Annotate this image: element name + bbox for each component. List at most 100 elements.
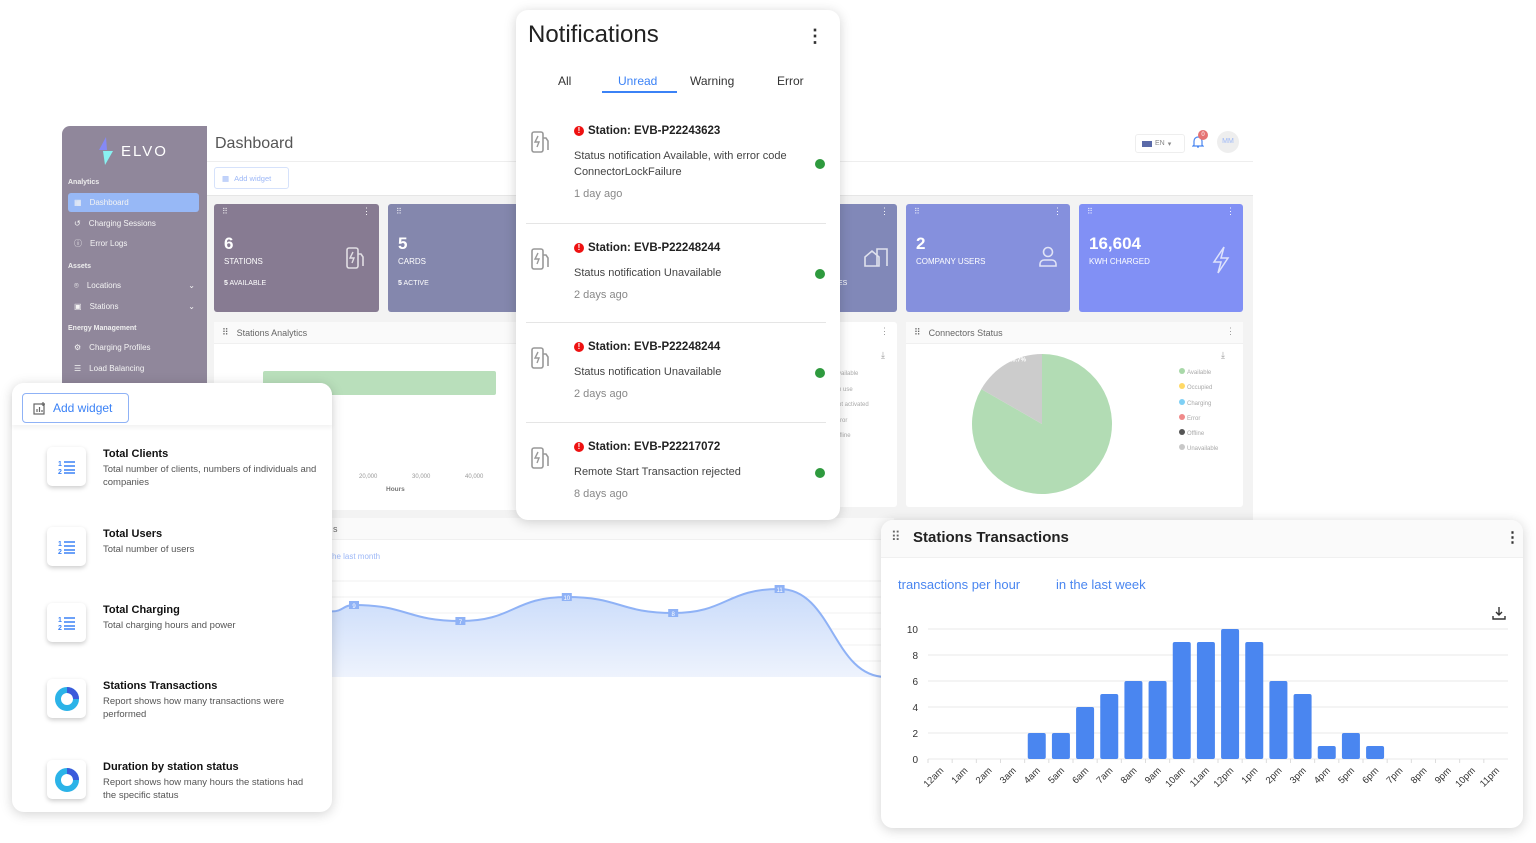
stat-card-kwh-charged[interactable]: ⠿ ⋮ 16,604 KWH CHARGED bbox=[1079, 204, 1243, 312]
drag-handle-icon[interactable]: ⠿ bbox=[1087, 207, 1093, 216]
legend-item[interactable]: Error bbox=[1179, 412, 1218, 427]
filter-period-type[interactable]: transactions per hour bbox=[898, 577, 1021, 592]
data-point bbox=[455, 617, 466, 625]
tab-error[interactable]: Error bbox=[777, 74, 804, 88]
widget-header: ⠿ Connectors Status bbox=[906, 322, 1243, 344]
drag-handle-icon[interactable]: ⠿ bbox=[222, 327, 229, 337]
area-chart: 9 7 10 8 11 bbox=[331, 580, 894, 678]
legend-item[interactable]: Charging bbox=[1179, 397, 1218, 412]
alert-circle-icon: ⓘ bbox=[74, 239, 82, 248]
x-tick-label: 9am bbox=[1143, 765, 1164, 786]
tab-all[interactable]: All bbox=[558, 74, 572, 88]
drag-handle-icon[interactable]: ⠿ bbox=[914, 327, 921, 337]
legend-item: ffline bbox=[838, 433, 851, 439]
drag-handle-icon[interactable]: ⠿ bbox=[396, 207, 402, 216]
legend-item: ot activated bbox=[838, 402, 869, 408]
kebab-menu-icon[interactable]: ⋮ bbox=[1505, 529, 1520, 546]
title-text: Station: EVB-P22248244 bbox=[588, 242, 721, 254]
widget-title: Stations Analytics bbox=[236, 327, 308, 338]
kebab-menu-icon[interactable]: ⋮ bbox=[1226, 326, 1235, 336]
notifications-panel: Notifications ⋮ All Unread Warning Error… bbox=[516, 10, 840, 520]
avatar[interactable]: MM bbox=[1217, 131, 1239, 153]
x-tick-label: 9pm bbox=[1433, 765, 1454, 786]
svg-text:1: 1 bbox=[58, 461, 62, 468]
language-select[interactable]: EN ▾ bbox=[1135, 134, 1185, 153]
error-icon: ! bbox=[574, 126, 584, 136]
download-icon[interactable]: ⤓ bbox=[1221, 350, 1225, 360]
ev-station-icon bbox=[531, 447, 549, 469]
bar-11am bbox=[1196, 642, 1215, 759]
sidebar-item-dashboard[interactable]: ▦ Dashboard bbox=[68, 193, 199, 212]
widget-title: Total Charging bbox=[103, 604, 180, 616]
x-tick-label: 1pm bbox=[1240, 765, 1261, 786]
x-tick-label: 7am bbox=[1095, 765, 1116, 786]
legend: vailable n use ot activated rror ffline bbox=[838, 367, 869, 445]
kebab-menu-icon[interactable]: ⋮ bbox=[1053, 206, 1062, 216]
card-sub: 5 AVAILABLE bbox=[224, 280, 266, 287]
kebab-menu-icon[interactable]: ⋮ bbox=[1226, 206, 1235, 216]
bar-5pm bbox=[1341, 733, 1360, 759]
x-tick-label: 4am bbox=[1022, 765, 1043, 786]
card-label: STATIONS bbox=[224, 257, 263, 266]
kebab-menu-icon[interactable]: ⋮ bbox=[362, 206, 371, 216]
card-label: ES bbox=[838, 280, 848, 287]
kebab-menu-icon[interactable]: ⋮ bbox=[806, 26, 824, 46]
legend-item[interactable]: Occupied bbox=[1179, 381, 1218, 396]
sidebar-item-locations[interactable]: ⌾ Locations ⌄ bbox=[68, 276, 199, 295]
notification-item[interactable]: ! Station: EVB-P22243623 Status notificat… bbox=[516, 120, 840, 220]
sidebar-item-load-balancing[interactable]: ☰ Load Balancing bbox=[68, 359, 199, 378]
chevron-down-icon: ▾ bbox=[1167, 140, 1172, 148]
grid-icon: ▦ bbox=[74, 198, 82, 207]
x-tick-label: 2am bbox=[974, 765, 995, 786]
pie-slice-unavailable bbox=[981, 354, 1042, 424]
stat-card-cards[interactable]: ⠿ 5 CARDS 5 ACTIVE bbox=[388, 204, 528, 312]
add-widget-button[interactable]: Add widget bbox=[22, 393, 129, 423]
legend-item[interactable]: Available bbox=[1179, 366, 1218, 381]
unread-dot bbox=[815, 468, 825, 478]
kebab-menu-icon[interactable]: ⋮ bbox=[880, 326, 889, 336]
kebab-menu-icon[interactable]: ⋮ bbox=[880, 206, 889, 216]
sidebar-item-charging-profiles[interactable]: ⚙ Charging Profiles bbox=[68, 338, 199, 357]
sidebar-item-stations[interactable]: ▣ Stations ⌄ bbox=[68, 297, 199, 316]
sidebar-item-error-logs[interactable]: ⓘ Error Logs bbox=[68, 234, 199, 253]
x-tick-label: 5pm bbox=[1336, 765, 1357, 786]
download-icon[interactable] bbox=[1492, 606, 1506, 620]
elvo-logo-icon bbox=[99, 137, 113, 165]
stat-card-partial[interactable]: ⋮ ES bbox=[830, 204, 897, 312]
unread-dot bbox=[815, 269, 825, 279]
label: Locations bbox=[86, 281, 122, 290]
notification-item[interactable]: ! Station: EVB-P22248244 Status notificat… bbox=[516, 237, 840, 337]
title-text: Station: EVB-P22248244 bbox=[588, 341, 721, 353]
section-energy-management: Energy Management bbox=[68, 325, 137, 332]
error-icon: ! bbox=[574, 243, 584, 253]
legend-item[interactable]: Offline bbox=[1179, 427, 1218, 442]
tab-unread[interactable]: Unread bbox=[618, 74, 658, 88]
y-tick-label: 0 bbox=[912, 755, 918, 766]
x-tick: 40,000 bbox=[465, 474, 484, 480]
notification-item[interactable]: ! Station: EVB-P22248244 Status notificat… bbox=[516, 336, 840, 436]
sidebar-item-charging-sessions[interactable]: ↺ Charging Sessions bbox=[68, 214, 199, 233]
notifications-title: Notifications bbox=[528, 21, 659, 48]
panel-header bbox=[12, 383, 332, 425]
notification-title: ! Station: EVB-P22243623 bbox=[574, 125, 720, 137]
tab-warning[interactable]: Warning bbox=[690, 74, 735, 88]
filter-range[interactable]: in the last week bbox=[1056, 577, 1146, 592]
data-point bbox=[561, 593, 572, 601]
x-tick-label: 5am bbox=[1046, 765, 1067, 786]
download-icon[interactable]: ⤓ bbox=[881, 350, 885, 360]
add-widget-label: Add widget bbox=[53, 401, 113, 415]
drag-handle-icon[interactable]: ⠿ bbox=[222, 207, 228, 216]
stat-card-stations[interactable]: ⠿ ⋮ 6 STATIONS 5 AVAILABLE bbox=[214, 204, 379, 312]
drag-handle-icon[interactable]: ⠿ bbox=[914, 207, 920, 216]
legend-item[interactable]: Unavailable bbox=[1179, 442, 1218, 457]
notification-title: ! Station: EVB-P22248244 bbox=[574, 341, 720, 353]
card-label: KWH CHARGED bbox=[1089, 257, 1150, 266]
notification-body: Status notification Unavailable bbox=[574, 267, 722, 279]
add-chart-icon bbox=[33, 401, 45, 415]
add-widget-button[interactable]: ▦ Add widget bbox=[214, 167, 289, 189]
bell-button[interactable]: 0 bbox=[1191, 130, 1208, 154]
widget-title: Total Users bbox=[103, 528, 163, 540]
notification-item[interactable]: ! Station: EVB-P22217072 Remote Start Tra… bbox=[516, 436, 840, 536]
stat-card-company-users[interactable]: ⠿ ⋮ 2 COMPANY USERS bbox=[906, 204, 1070, 312]
drag-handle-icon[interactable]: ⠿ bbox=[891, 529, 900, 544]
